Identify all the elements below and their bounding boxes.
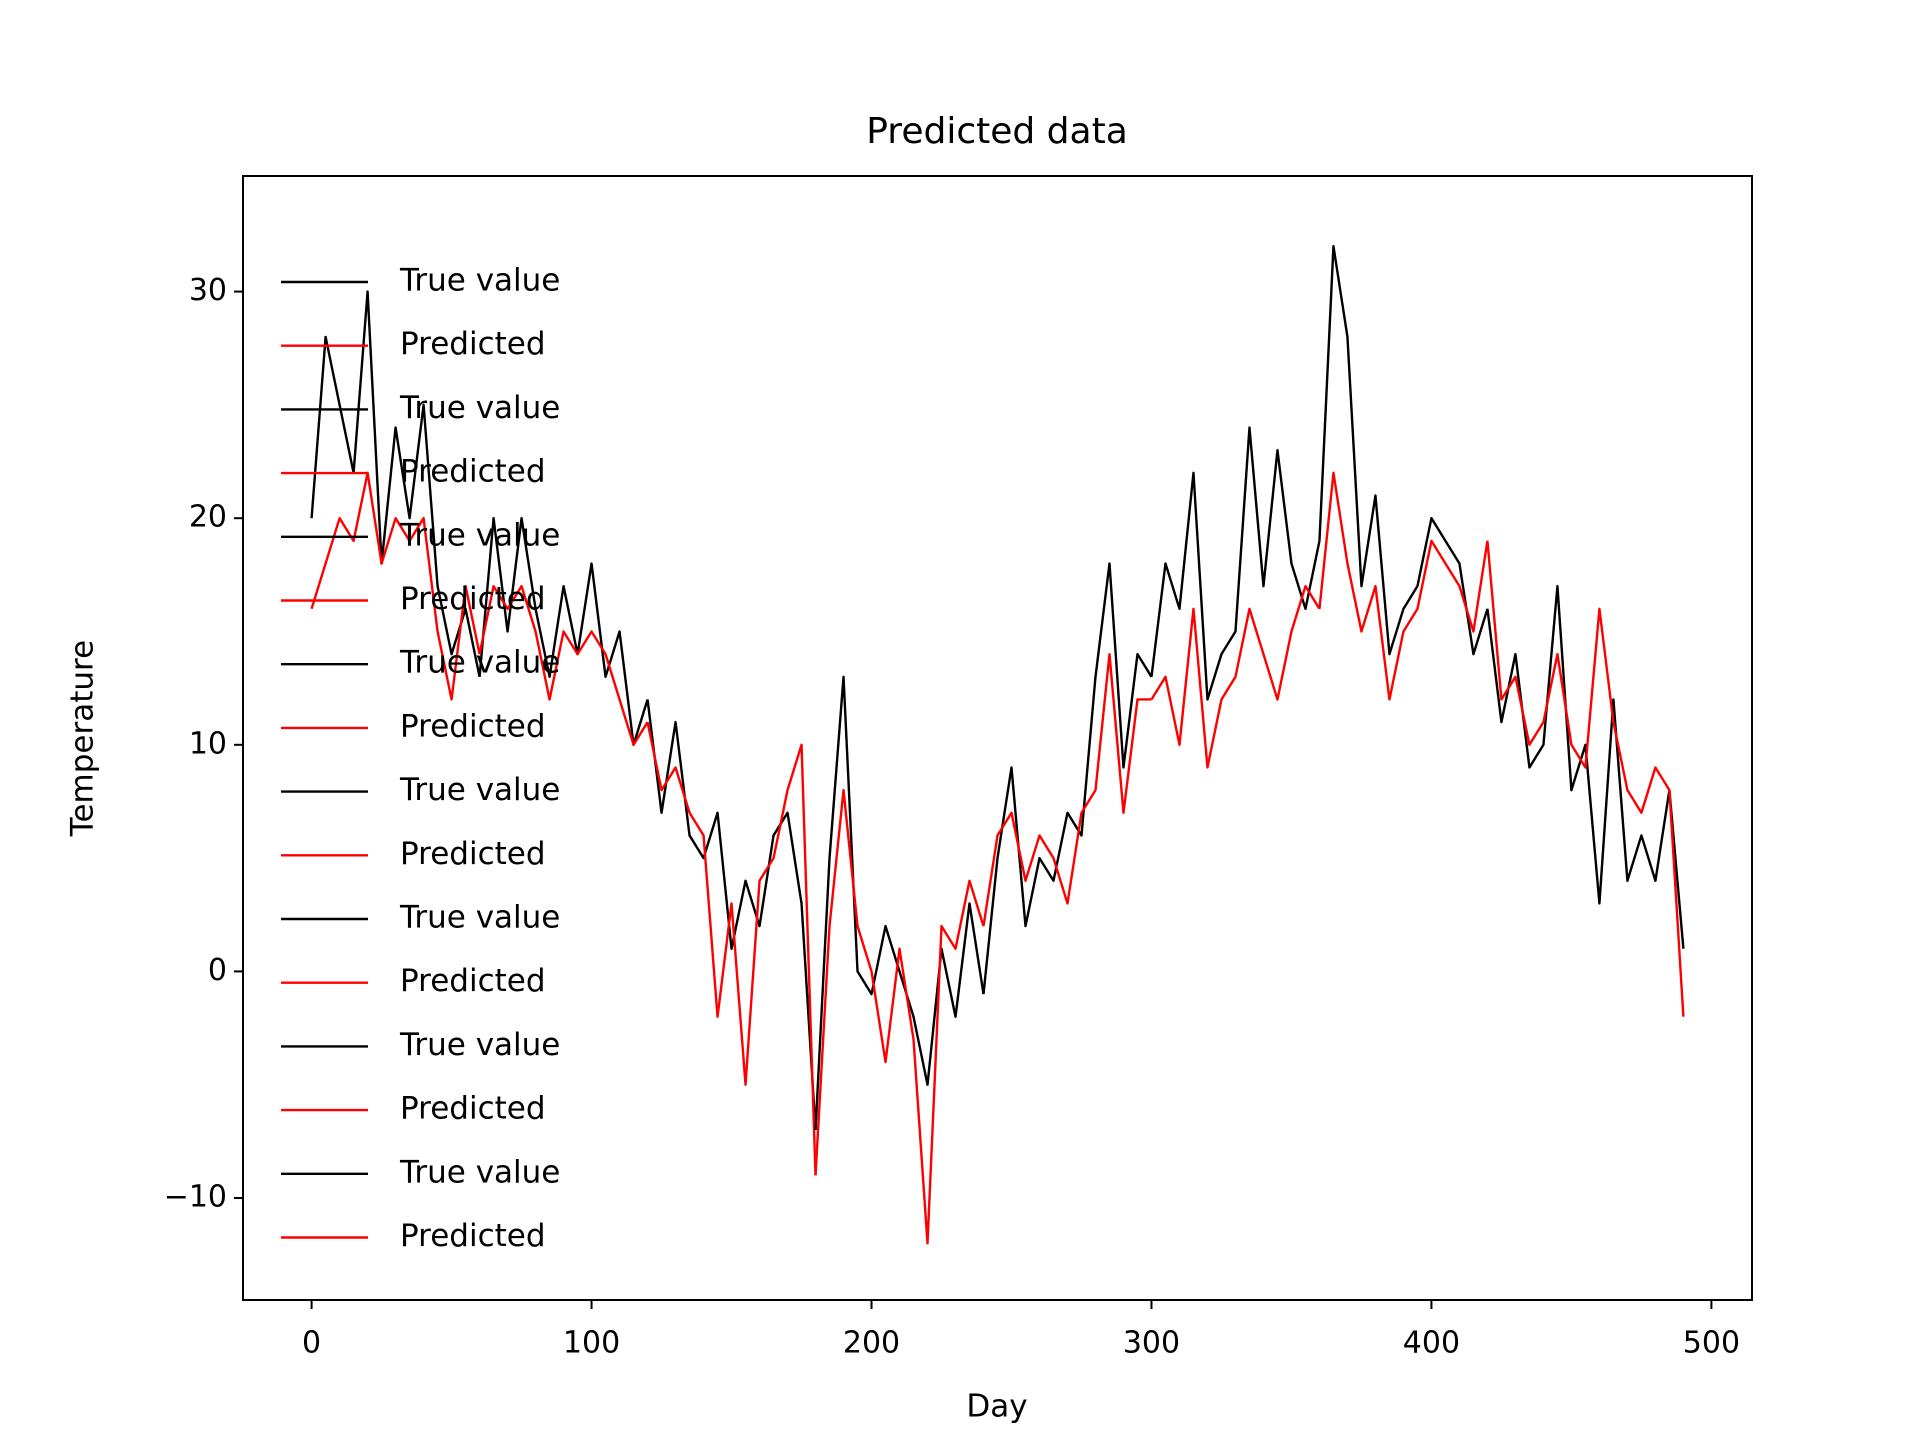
legend-label: True value — [399, 1154, 560, 1190]
x-tick-label: 0 — [302, 1326, 321, 1361]
series-line — [646, 721, 817, 1176]
series-line — [1486, 584, 1685, 949]
axes-frame — [242, 175, 1753, 1301]
series-line — [1150, 426, 1321, 701]
legend-label: Predicted — [400, 836, 546, 872]
x-tick-label: 100 — [563, 1326, 620, 1361]
legend-label: Predicted — [400, 454, 546, 490]
series-line — [310, 290, 481, 678]
series-line — [478, 516, 649, 746]
series-line — [814, 788, 985, 1245]
legend-label: True value — [399, 390, 560, 426]
y-tick-label: 20 — [189, 500, 227, 535]
chart-title: Predicted data — [866, 111, 1128, 152]
legend-label: True value — [399, 517, 560, 553]
series-line — [1150, 584, 1321, 769]
series-line — [982, 562, 1153, 995]
series-line — [1318, 245, 1489, 656]
x-tick-label: 500 — [1683, 1326, 1740, 1361]
y-tick-label: −10 — [164, 1180, 227, 1215]
x-tick-label: 200 — [843, 1326, 900, 1361]
legend-label: Predicted — [400, 1218, 546, 1254]
series-line — [982, 652, 1152, 927]
legend-label: Predicted — [400, 1091, 546, 1127]
y-tick-label: 30 — [189, 273, 227, 308]
legend-label: Predicted — [400, 326, 546, 362]
x-tick-label: 300 — [1123, 1326, 1180, 1361]
x-axis-label: Day — [966, 1389, 1027, 1425]
legend-label: Predicted — [400, 963, 546, 999]
legend-label: True value — [399, 1027, 560, 1063]
legend-label: Predicted — [400, 708, 546, 744]
y-axis-label: Temperature — [65, 640, 101, 837]
legend-label: True value — [399, 645, 560, 681]
y-tick-label: 10 — [189, 726, 227, 761]
plot-area — [310, 245, 1685, 1245]
legend-label: True value — [399, 263, 560, 299]
legend-label: True value — [399, 900, 560, 936]
series-line — [814, 675, 985, 1131]
series-line — [310, 471, 481, 701]
y-tick-label: 0 — [208, 953, 227, 988]
legend-label: True value — [399, 772, 560, 808]
legend: True value Predicted True value Predicted Tr… — [281, 263, 560, 1254]
series-line — [478, 584, 649, 746]
series-line — [646, 699, 817, 1131]
legend-label: Predicted — [400, 581, 546, 617]
series-line — [1318, 471, 1489, 701]
x-tick-label: 400 — [1403, 1326, 1460, 1361]
series-line — [1486, 540, 1685, 1017]
